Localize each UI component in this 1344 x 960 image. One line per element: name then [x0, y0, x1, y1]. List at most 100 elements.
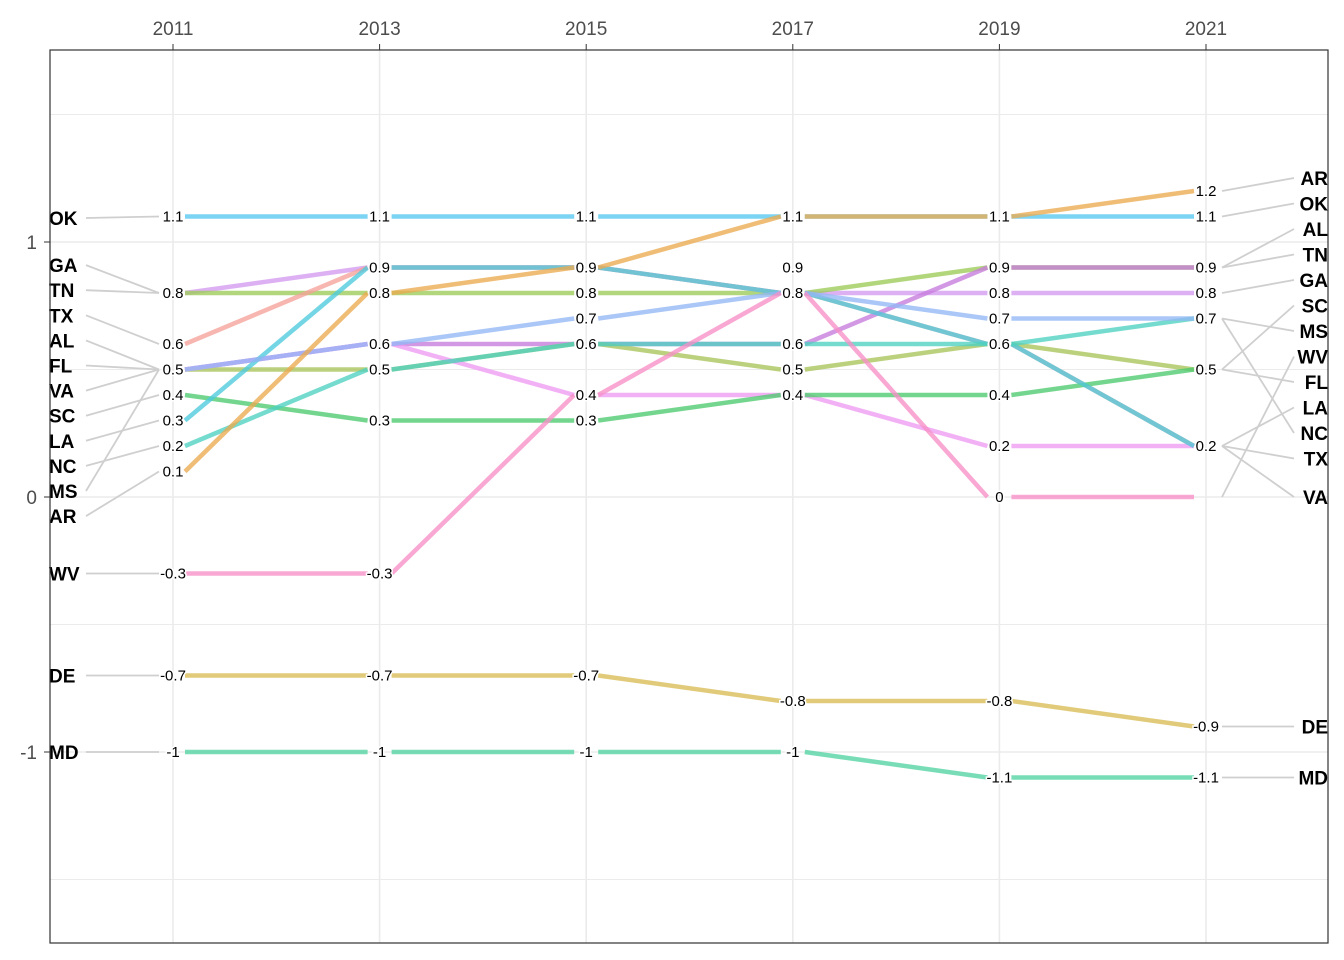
value-label: 0.8 — [576, 285, 597, 302]
value-label: 1.2 — [1196, 183, 1217, 200]
state-label-right-ar: AR — [1301, 169, 1329, 190]
value-label: 1.1 — [782, 209, 803, 226]
value-label: 0.9 — [1196, 260, 1217, 277]
state-label-right-sc: SC — [1302, 297, 1329, 318]
series-line-ga — [184, 265, 368, 296]
value-label: 1.1 — [989, 209, 1010, 226]
connector-right-ar — [1221, 177, 1295, 192]
state-label-right-ga: GA — [1300, 271, 1329, 292]
value-label: -0.8 — [986, 693, 1012, 710]
value-label: -1 — [373, 744, 386, 761]
x-tick-label: 2015 — [565, 19, 607, 40]
x-tick-label: 2017 — [772, 19, 814, 40]
value-label: -0.7 — [367, 668, 393, 685]
connector-left-nc — [85, 445, 160, 467]
series-line-md — [804, 749, 988, 780]
state-label-left-de: DE — [49, 667, 75, 688]
state-label-right-nc: NC — [1301, 424, 1329, 445]
value-labels: 1.1 0.8 0.6 0.5 0.4 0.3 0.2 0.1 -0.3 -0.7 -1 1.1 0.9… — [159, 182, 1221, 789]
value-label: -0.8 — [780, 693, 806, 710]
value-label: 0.2 — [1196, 438, 1217, 455]
connector-right-tx — [1221, 445, 1295, 460]
y-tick-label: 1 — [26, 233, 37, 254]
connector-right-tn — [1221, 253, 1295, 269]
connector-left-fl — [85, 364, 160, 371]
series-line-ms — [804, 290, 988, 321]
value-label: -0.9 — [1193, 719, 1219, 736]
value-label: 1.1 — [576, 209, 597, 226]
value-label: 0.8 — [989, 285, 1010, 302]
connector-right-al — [1221, 228, 1295, 269]
state-label-right-de: DE — [1302, 718, 1328, 739]
value-label: 0.8 — [782, 285, 803, 302]
state-label-right-wv: WV — [1297, 348, 1328, 369]
value-label: 1.1 — [1196, 209, 1217, 226]
series-lines — [183, 188, 1196, 780]
series-line-va — [390, 341, 575, 398]
state-label-right-fl: FL — [1305, 373, 1329, 394]
state-label-right-ms: MS — [1300, 322, 1329, 343]
series-line-la — [804, 290, 989, 347]
state-label-left-ga: GA — [49, 256, 78, 277]
series-line-ar — [183, 291, 370, 474]
state-label-left-fl: FL — [49, 357, 73, 378]
value-label: 0.9 — [369, 260, 390, 277]
series-line-ar — [597, 214, 782, 270]
value-label: 0 — [995, 489, 1003, 506]
series-line-la — [1010, 342, 1196, 448]
state-label-right-la: LA — [1303, 399, 1329, 420]
series-line-ar — [391, 265, 575, 296]
x-tick-label: 2013 — [358, 19, 400, 40]
state-label-right-va: VA — [1303, 488, 1328, 509]
state-label-right-tn: TN — [1303, 246, 1328, 267]
series-line-fl — [597, 341, 782, 372]
connector-left-ok — [85, 215, 160, 219]
state-label-left-md: MD — [49, 743, 79, 764]
y-tick-label: 0 — [26, 488, 37, 509]
value-label: 0.6 — [163, 336, 184, 353]
state-label-left-al: AL — [49, 331, 75, 352]
series-line-ar — [1011, 188, 1195, 219]
series-line-nc — [1011, 316, 1195, 347]
connector-left-va — [85, 368, 160, 392]
connector-right-ok — [1221, 202, 1295, 218]
value-label: 0.7 — [989, 311, 1010, 328]
value-label: 0.5 — [369, 362, 390, 379]
series-line-ms — [597, 290, 782, 321]
axes: 2011 2013 2015 2017 2019 2021 1 0 -1 — [20, 19, 1227, 764]
value-label: 0.4 — [989, 387, 1010, 404]
value-label: 0.6 — [989, 336, 1010, 353]
state-label-left-ms: MS — [49, 482, 78, 503]
series-line-ms — [391, 316, 575, 347]
value-label: 0.2 — [989, 438, 1010, 455]
state-label-left-ar: AR — [49, 507, 77, 528]
x-tick-label: 2019 — [978, 19, 1020, 40]
value-label: -1 — [786, 744, 799, 761]
state-label-left-va: VA — [49, 382, 74, 403]
connector-right-sc — [1221, 304, 1295, 371]
state-labels: OK GA TN TX AL FL VA SC LA NC MS AR WV DE MD AR OK AL TN GA… — [49, 169, 1328, 790]
x-tick-label: 2021 — [1185, 19, 1227, 40]
connector-left-ar — [85, 470, 160, 517]
value-label: -0.7 — [573, 668, 599, 685]
connector-right-ga — [1221, 279, 1295, 294]
series-line-nc — [391, 341, 575, 372]
value-label: 0.8 — [1196, 285, 1217, 302]
value-label: -0.3 — [160, 566, 186, 583]
value-label: 0.8 — [369, 285, 390, 302]
series-line-ms — [184, 341, 368, 372]
series-line-wv — [597, 291, 782, 397]
connector-left-tx — [85, 314, 160, 345]
value-label: 0.9 — [989, 260, 1010, 277]
state-label-left-tx: TX — [49, 306, 74, 327]
value-label: 0.4 — [163, 387, 184, 404]
connector-left-al — [85, 339, 160, 371]
panel-border — [49, 49, 1329, 944]
state-label-left-sc: SC — [49, 407, 76, 428]
state-label-left-wv: WV — [49, 565, 80, 586]
series-line-nc — [184, 367, 369, 449]
value-label: -1.1 — [1193, 770, 1219, 787]
state-label-left-tn: TN — [49, 281, 74, 302]
value-label: -0.7 — [160, 668, 186, 685]
